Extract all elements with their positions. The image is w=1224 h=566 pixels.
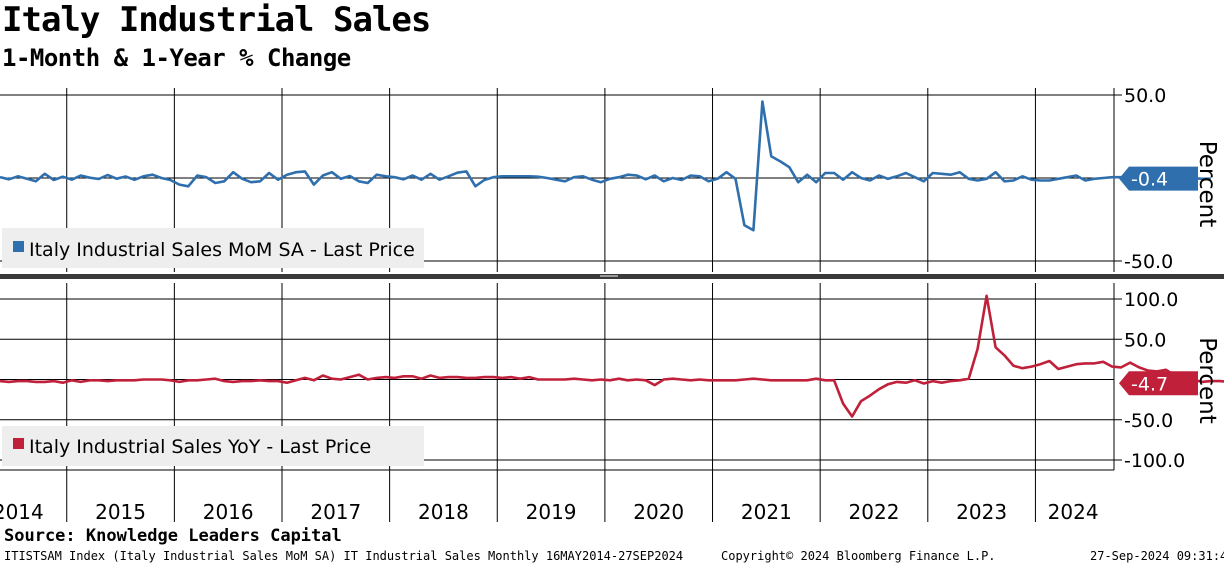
footer-copyright: Copyright© 2024 Bloomberg Finance L.P. — [721, 549, 996, 563]
yoy-legend-box — [2, 426, 424, 466]
mom-y-axis-title: Percent — [1194, 141, 1220, 228]
chart-title: Italy Industrial Sales — [2, 0, 431, 40]
x-tick-label: 2024 — [1048, 500, 1099, 524]
yoy-last-value-marker — [1119, 371, 1198, 396]
yoy-ytick-label: 100.0 — [1124, 289, 1178, 311]
footer-ticker-info: ITISTSAM Index (Italy Industrial Sales M… — [4, 549, 684, 563]
mom-series-line — [0, 100, 1211, 232]
mom-panel: 50.0 -50.0 -0.4 Percent Italy Industrial Sal… — [0, 85, 1224, 279]
mom-last-value-label: -0.4 — [1131, 169, 1168, 191]
x-axis: 2014 2015 2016 2017 2018 2019 2020 2021 2022 2023… — [0, 469, 1114, 524]
x-tick-label: 2017 — [310, 500, 361, 524]
mom-last-value-marker — [1119, 166, 1198, 191]
x-tick-label: 2015 — [95, 500, 146, 524]
x-tick-label: 2023 — [956, 500, 1007, 524]
chart-subtitle: 1-Month & 1-Year % Change — [2, 44, 351, 72]
yoy-legend-label: Italy Industrial Sales YoY - Last Price — [29, 436, 371, 458]
yoy-panel: 100.0 50.0 -50.0 -100.0 -4.7 Percent Italy Ind… — [0, 283, 1224, 472]
yoy-ytick-label: 50.0 — [1124, 329, 1166, 351]
mom-legend-swatch — [13, 241, 24, 252]
panel-divider-handle[interactable] — [600, 275, 618, 277]
mom-legend-label: Italy Industrial Sales MoM SA - Last Pri… — [29, 239, 415, 261]
yoy-last-value-label: -4.7 — [1131, 373, 1168, 395]
yoy-ytick-label: -50.0 — [1124, 410, 1173, 432]
x-tick-label: 2016 — [203, 500, 254, 524]
mom-legend-box — [2, 228, 424, 268]
yoy-y-axis-title: Percent — [1194, 337, 1220, 424]
yoy-legend-swatch — [13, 438, 24, 449]
x-tick-label: 2021 — [741, 500, 792, 524]
x-tick-label: 2022 — [849, 500, 900, 524]
yoy-ytick-label: -100.0 — [1124, 450, 1185, 472]
mom-ytick-label: 50.0 — [1124, 85, 1166, 107]
source-note: Source: Knowledge Leaders Capital — [4, 526, 342, 546]
x-tick-label: 2018 — [418, 500, 469, 524]
footer-timestamp: 27-Sep-2024 09:31:44 — [1090, 549, 1224, 563]
x-tick-label: 2014 — [0, 500, 44, 524]
yoy-series-line — [0, 294, 1224, 418]
mom-ytick-label: -50.0 — [1124, 251, 1173, 273]
x-tick-label: 2019 — [526, 500, 577, 524]
x-tick-label: 2020 — [633, 500, 684, 524]
